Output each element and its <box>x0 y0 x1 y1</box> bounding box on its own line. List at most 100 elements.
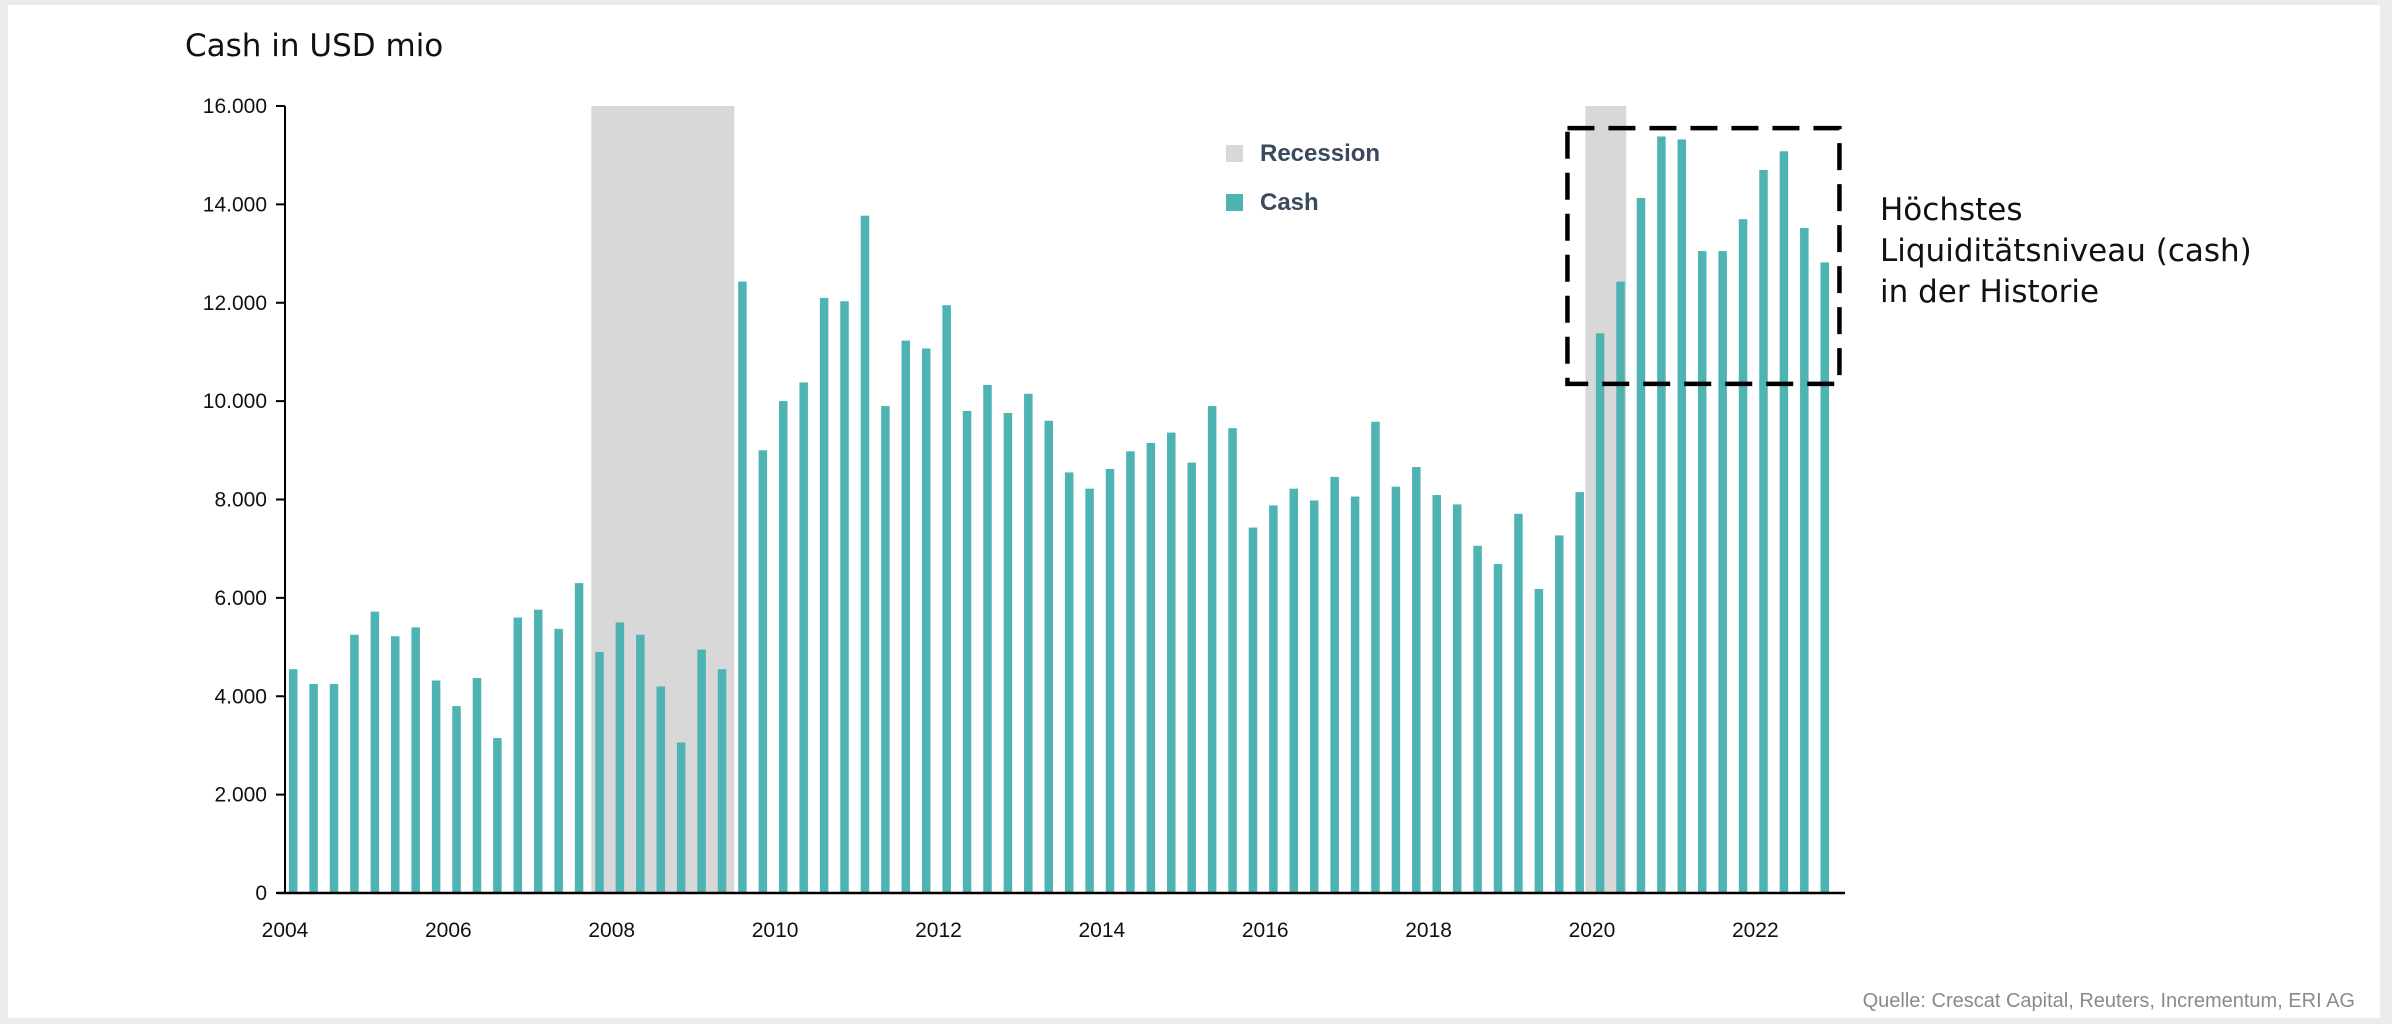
cash-bar-35 <box>983 384 992 893</box>
cash-bar-21 <box>697 649 706 893</box>
annotation-box <box>1565 125 1842 387</box>
cash-bar-4 <box>350 634 359 893</box>
cash-bar-62 <box>1534 589 1544 893</box>
cash-bar-72 <box>1738 219 1748 894</box>
cash-bar-61 <box>1514 513 1523 893</box>
cash-bar-68 <box>1657 136 1666 894</box>
cash-bar-12 <box>513 617 523 893</box>
cash-bar-7 <box>411 627 420 893</box>
cash-bar-50 <box>1289 488 1299 893</box>
y-tick-label: 16.000 <box>203 95 267 118</box>
cash-bar-67 <box>1636 197 1646 894</box>
chart-card: 0 2.000 4.000 6.000 8.000 10.000 12.000 14.000 1… <box>8 5 2380 1018</box>
cash-bar-39 <box>1064 472 1074 893</box>
legend: Recession Cash <box>1226 140 1380 216</box>
cash-bar-57 <box>1432 495 1441 893</box>
y-tick-label: 8.000 <box>214 489 267 512</box>
cash-bars <box>288 136 1829 894</box>
legend-label-recession: Recession <box>1260 140 1380 167</box>
x-tick-labels: 2004 2006 2008 2010 2012 2014 2016 2018 2020 2022 <box>262 919 1779 942</box>
cash-bar-34 <box>962 410 972 893</box>
annotation-line-3: in der Historie <box>1880 274 2099 310</box>
x-tick-label: 2022 <box>1732 919 1779 942</box>
y-tick-label: 10.000 <box>203 390 267 413</box>
cash-bar-37 <box>1024 393 1033 893</box>
x-tick-label: 2012 <box>915 919 962 942</box>
cash-bar-6 <box>391 636 400 893</box>
cash-bar-2 <box>309 683 318 893</box>
cash-bar-52 <box>1330 476 1339 893</box>
legend-swatch-cash <box>1226 194 1243 211</box>
cash-bar-58 <box>1452 504 1462 893</box>
x-tick-label: 2020 <box>1569 919 1616 942</box>
cash-bar-23 <box>738 281 747 893</box>
cash-bar-65 <box>1595 333 1605 894</box>
x-tick-label: 2008 <box>588 919 635 942</box>
cash-bar-3 <box>329 683 339 893</box>
x-tick-label: 2016 <box>1242 919 1289 942</box>
cash-bar-66 <box>1616 281 1625 893</box>
annotation: Höchstes Liquiditätsniveau (cash) in der… <box>1565 125 2252 387</box>
cash-bar-70 <box>1697 251 1707 893</box>
axes <box>276 105 1845 895</box>
cash-bar-54 <box>1371 421 1380 893</box>
cash-bar-42 <box>1126 451 1135 893</box>
y-tick-label: 4.000 <box>214 685 267 708</box>
cash-bar-22 <box>717 669 727 893</box>
cash-bar-40 <box>1085 488 1094 893</box>
cash-bar-1 <box>288 669 298 893</box>
cash-bar-64 <box>1575 492 1584 893</box>
cash-bar-63 <box>1555 535 1564 893</box>
cash-bar-32 <box>921 348 931 893</box>
cash-bar-27 <box>819 297 829 893</box>
cash-bar-11 <box>493 738 502 893</box>
cash-bar-55 <box>1391 486 1401 893</box>
y-tick-label: 6.000 <box>214 587 267 610</box>
cash-bar-17 <box>615 622 625 893</box>
x-tick-label: 2004 <box>262 919 309 942</box>
cash-bar-30 <box>881 406 890 893</box>
y-tick-labels: 0 2.000 4.000 6.000 8.000 10.000 12.000 14.000 1… <box>203 95 267 905</box>
cash-bar-10 <box>472 678 482 893</box>
cash-bar-45 <box>1187 462 1196 893</box>
cash-bar-15 <box>574 583 584 893</box>
cash-bar-13 <box>533 609 543 893</box>
cash-bar-69 <box>1677 139 1687 893</box>
cash-bar-20 <box>676 742 686 893</box>
cash-bar-46 <box>1207 406 1217 893</box>
cash-bar-60 <box>1493 563 1503 893</box>
cash-bar-26 <box>799 382 808 893</box>
y-tick-label: 14.000 <box>203 193 267 216</box>
cash-bar-47 <box>1228 428 1237 893</box>
cash-bar-5 <box>370 611 380 893</box>
cash-bar-36 <box>1003 412 1013 893</box>
cash-bar-19 <box>656 686 665 893</box>
cash-bar-51 <box>1309 500 1319 893</box>
cash-bar-33 <box>942 305 951 894</box>
cash-bar-49 <box>1269 505 1278 893</box>
cash-bar-28 <box>840 301 849 893</box>
cash-bar-41 <box>1105 469 1115 893</box>
annotation-line-1: Höchstes <box>1880 192 2023 228</box>
cash-bar-24 <box>758 450 768 893</box>
source-note: Quelle: Crescat Capital, Reuters, Increm… <box>1863 990 2355 1012</box>
annotation-line-2: Liquiditätsniveau (cash) <box>1880 233 2252 269</box>
legend-label-cash: Cash <box>1260 189 1319 216</box>
y-tick-label: 12.000 <box>203 292 267 315</box>
cash-bar-43 <box>1146 442 1156 893</box>
cash-bar-9 <box>452 706 461 893</box>
cash-bar-chart: 0 2.000 4.000 6.000 8.000 10.000 12.000 14.000 1… <box>185 28 2355 1012</box>
cash-bar-75 <box>1800 227 1809 894</box>
x-tick-label: 2006 <box>425 919 472 942</box>
cash-bar-44 <box>1167 432 1176 893</box>
y-tick-label: 2.000 <box>214 784 267 807</box>
cash-bar-59 <box>1473 545 1482 893</box>
cash-bar-48 <box>1248 527 1258 893</box>
x-tick-label: 2018 <box>1405 919 1452 942</box>
cash-bar-18 <box>636 634 645 893</box>
legend-swatch-recession <box>1226 145 1243 162</box>
cash-bar-29 <box>860 215 870 894</box>
cash-bar-73 <box>1759 169 1768 894</box>
cash-bar-71 <box>1718 251 1727 893</box>
cash-bar-38 <box>1044 420 1053 893</box>
